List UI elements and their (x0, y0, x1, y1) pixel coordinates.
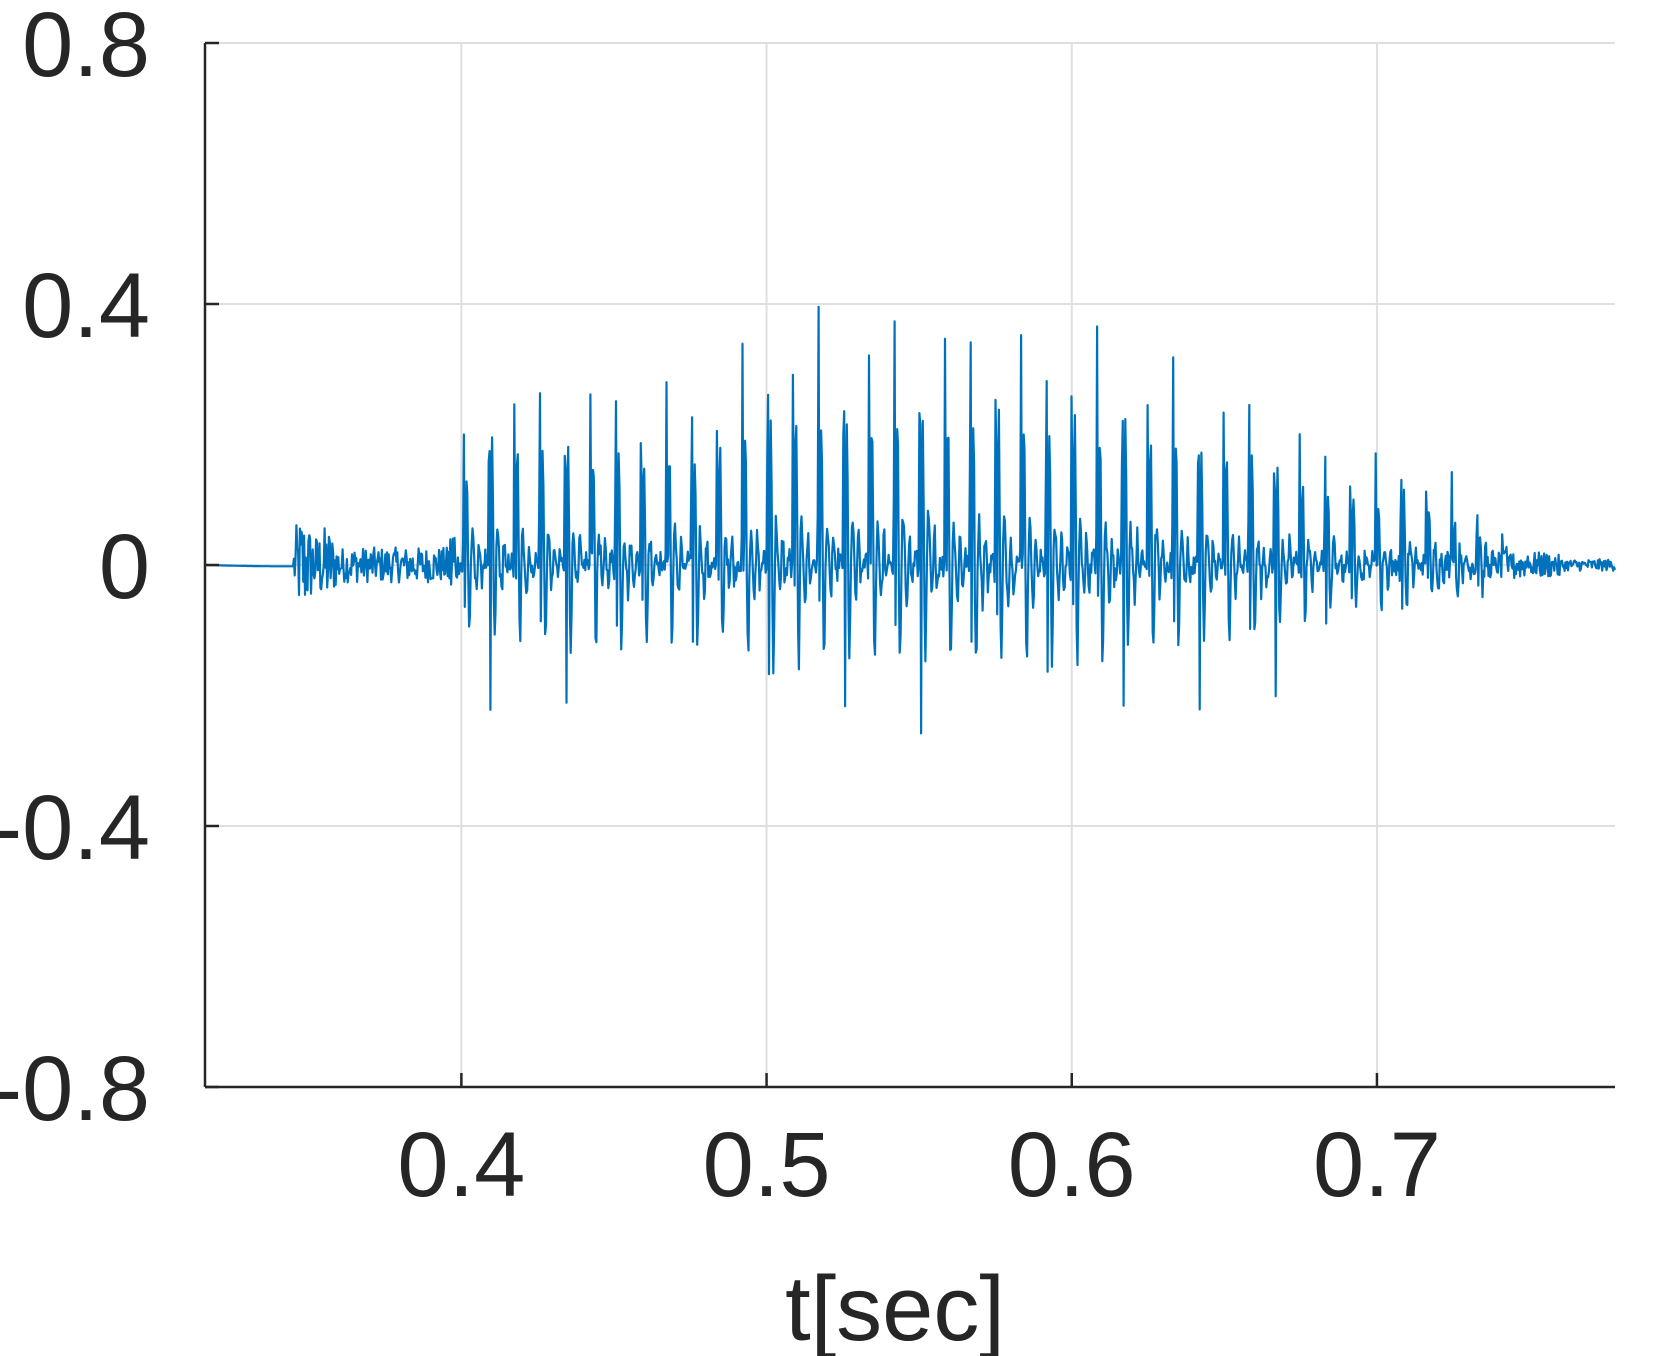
x-tick-label: 0.6 (1008, 1114, 1136, 1216)
series-line (204, 305, 1617, 735)
y-tick-label: 0 (99, 516, 150, 618)
x-tick-label: 0.5 (703, 1114, 831, 1216)
series-layer (204, 305, 1617, 735)
y-tick-label: -0.8 (0, 1038, 150, 1140)
y-tick-label: -0.4 (0, 777, 150, 879)
y-tick-label: 0.8 (22, 0, 150, 96)
x-axis-label: t[sec] (785, 1258, 1005, 1356)
x-tick-label: 0.7 (1313, 1114, 1441, 1216)
tick-layer: 0.4 0.5 0.6 0.7 -0.8 -0.4 0 0.4 0.8 (0, 0, 1441, 1216)
y-tick-label: 0.4 (22, 255, 150, 357)
x-tick-label: 0.4 (397, 1114, 525, 1216)
